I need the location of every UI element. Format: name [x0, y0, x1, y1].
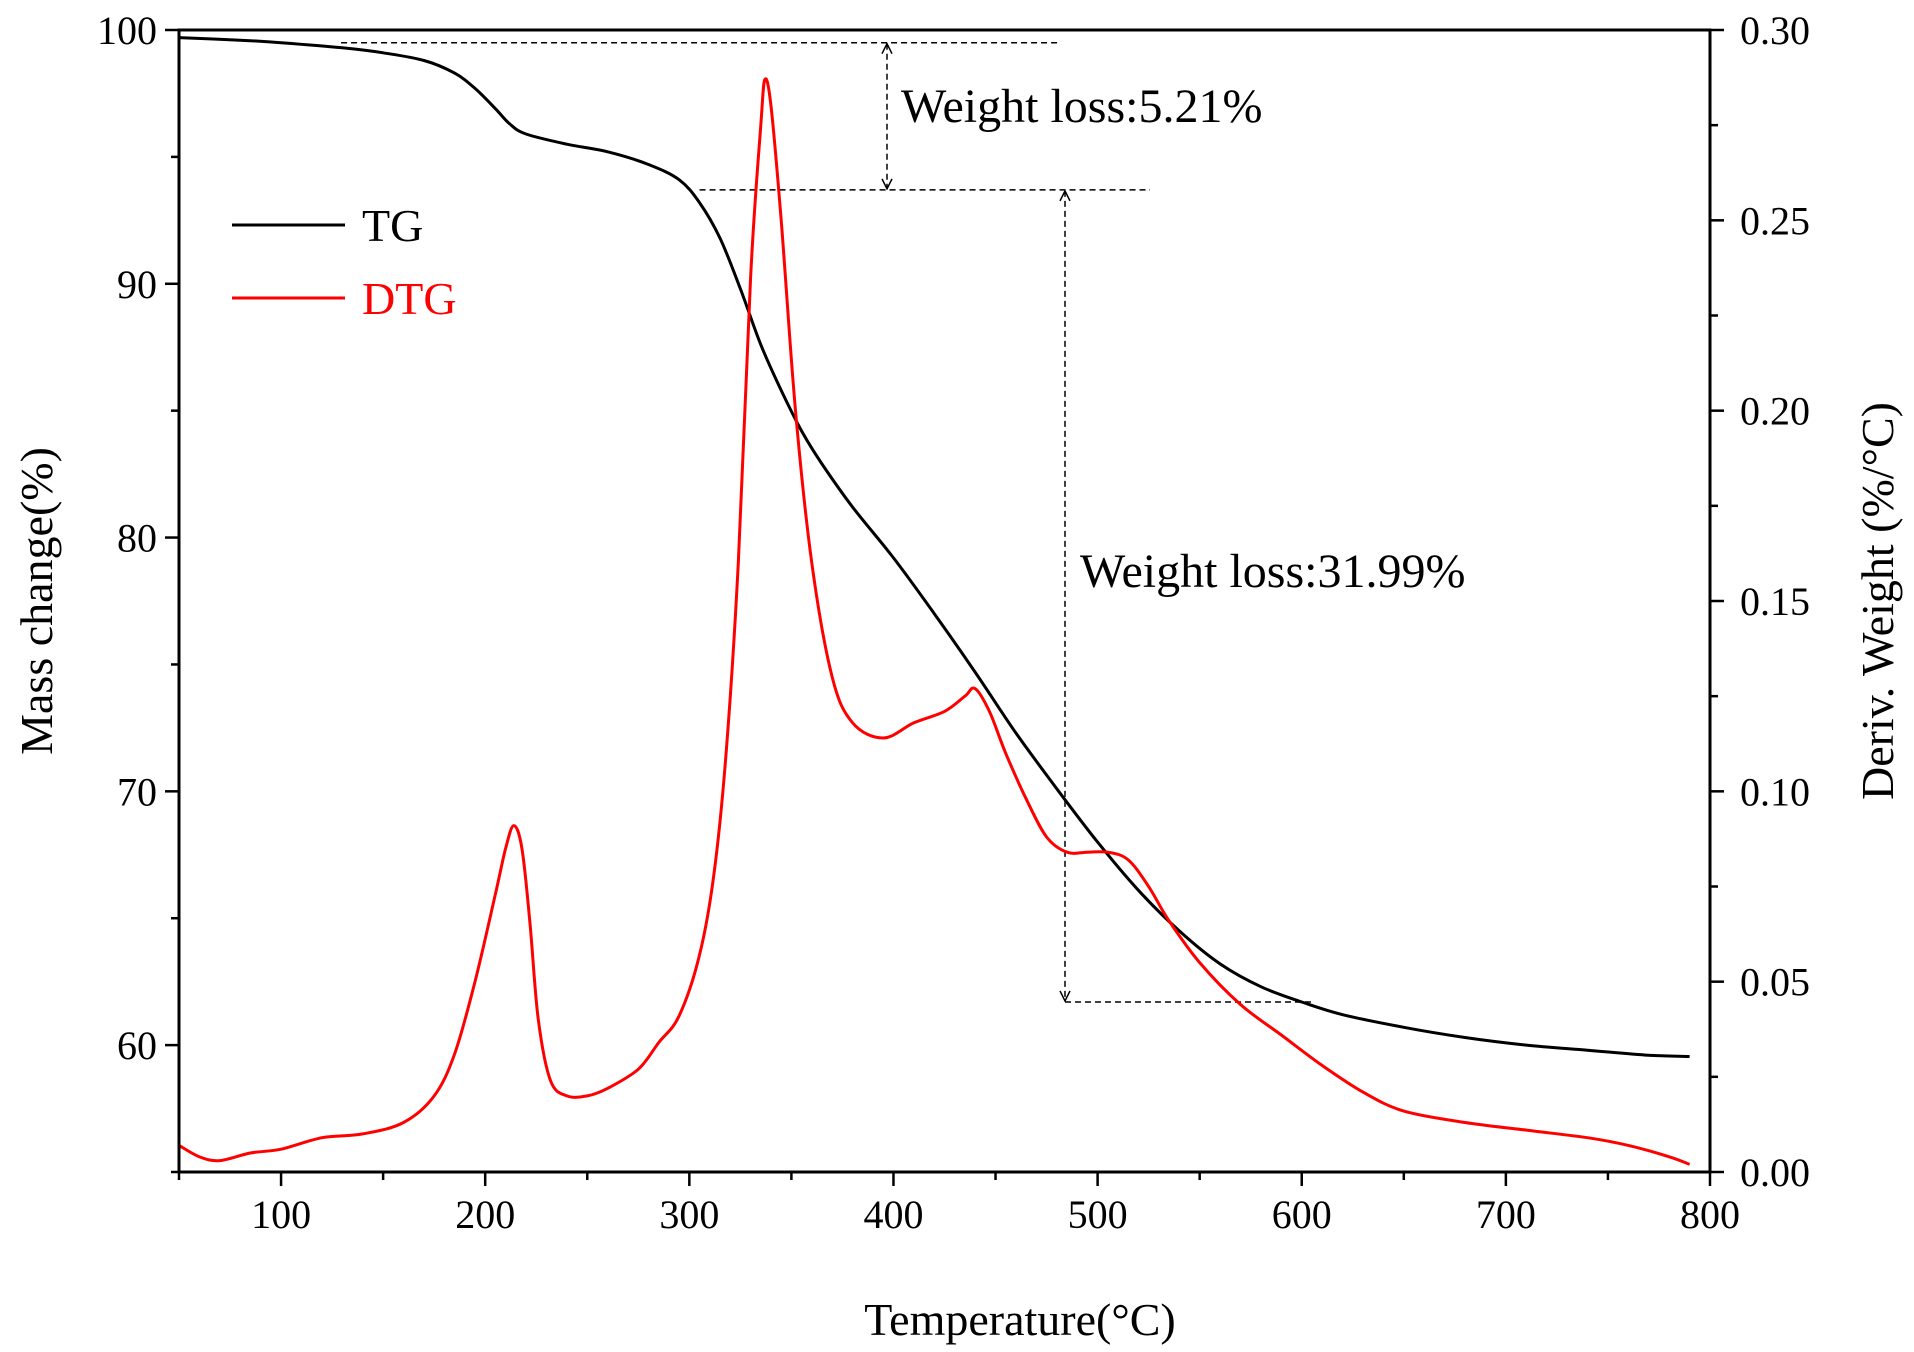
y2-tick-label: 0.20: [1740, 389, 1810, 434]
y-left-axis-title: Mass change(%): [11, 447, 62, 755]
annotation-lines: [341, 41, 1312, 1003]
dtg-series-line: [178, 77, 1691, 1166]
y-tick-label: 90: [117, 262, 157, 307]
x-tick-label: 100: [251, 1192, 311, 1237]
x-tick-label: 800: [1680, 1192, 1740, 1237]
y-right-axis-title: Deriv. Weight (%/°C): [1852, 402, 1903, 800]
x-tick-label: 300: [659, 1192, 719, 1237]
weight-loss-annotation-1: Weight loss:5.21%: [901, 80, 1262, 133]
x-tick-label: 500: [1068, 1192, 1128, 1237]
y2-tick-label: 0.15: [1740, 579, 1810, 624]
y-tick-label: 60: [117, 1023, 157, 1068]
weight-loss-annotation-2: Weight loss:31.99%: [1080, 545, 1465, 598]
tg-series-line: [178, 36, 1690, 1058]
y2-tick-label: 0.25: [1740, 198, 1810, 243]
y-tick-label: 100: [97, 8, 157, 53]
x-tick-label: 400: [863, 1192, 923, 1237]
y-tick-label: 70: [117, 769, 157, 814]
y2-tick-label: 0.05: [1740, 960, 1810, 1005]
y2-tick-label: 0.00: [1740, 1150, 1810, 1195]
x-tick-label: 200: [455, 1192, 515, 1237]
y-left-axis: 60 70 80 90 100: [97, 8, 179, 1174]
legend: TG DTG: [232, 200, 457, 324]
x-axis: 100 200 300 400 500 600 700 800: [177, 1172, 1740, 1237]
legend-dtg-label: DTG: [362, 273, 457, 324]
y-right-axis: 0.00 0.05 0.10 0.15 0.20 0.25 0.30: [1710, 8, 1810, 1195]
y2-tick-label: 0.30: [1740, 8, 1810, 53]
x-tick-label: 700: [1476, 1192, 1536, 1237]
y2-tick-label: 0.10: [1740, 769, 1810, 814]
y-tick-label: 80: [117, 516, 157, 561]
x-tick-label: 600: [1272, 1192, 1332, 1237]
x-axis-title: Temperature(°C): [864, 1294, 1175, 1345]
legend-tg-label: TG: [362, 200, 423, 251]
